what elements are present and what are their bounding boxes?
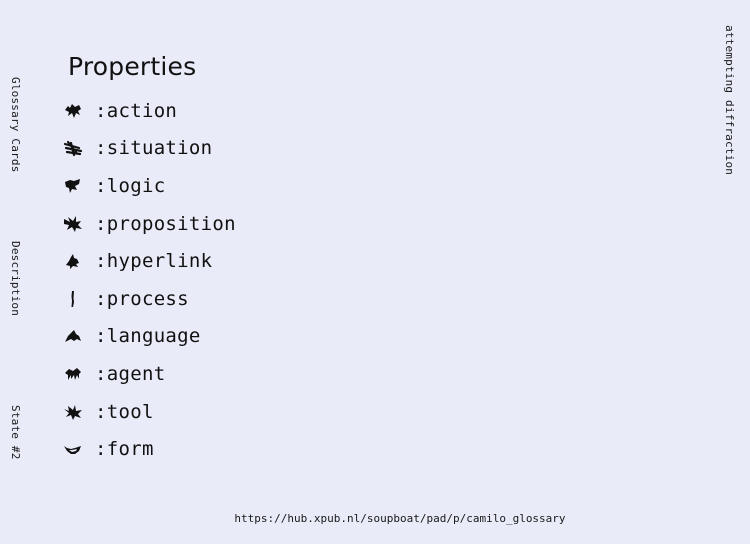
dash-process-icon	[62, 288, 84, 310]
list-item-proposition[interactable]: :proposition	[62, 205, 236, 243]
list-item-logic[interactable]: :logic	[62, 167, 236, 205]
comb-agent-icon	[62, 363, 84, 385]
list-item-form[interactable]: :form	[62, 430, 236, 468]
property-label: :hyperlink	[95, 250, 213, 273]
spiky-proposition-icon	[62, 213, 84, 235]
spiky-tool-icon	[62, 401, 84, 423]
property-label: :process	[95, 287, 189, 310]
side-label-glossary-cards: Glossary Cards	[9, 77, 22, 173]
property-label: :proposition	[95, 212, 236, 235]
side-label-description: Description	[9, 241, 22, 317]
property-label: :tool	[95, 400, 154, 423]
splat-action-icon	[62, 100, 84, 122]
side-label-state: State #2	[9, 405, 22, 460]
eye-form-icon	[62, 438, 84, 460]
list-item-situation[interactable]: :situation	[62, 130, 236, 168]
list-item-action[interactable]: :action	[62, 92, 236, 130]
list-item-language[interactable]: :language	[62, 318, 236, 356]
scribble-situation-icon	[62, 137, 84, 159]
property-label: :logic	[95, 174, 166, 197]
property-label: :form	[95, 438, 154, 461]
property-label: :agent	[95, 362, 166, 385]
blob-logic-icon	[62, 175, 84, 197]
list-item-tool[interactable]: :tool	[62, 393, 236, 431]
list-item-hyperlink[interactable]: :hyperlink	[62, 242, 236, 280]
list-item-process[interactable]: :process	[62, 280, 236, 318]
property-list: :action :situation :logic :proposition :…	[62, 92, 236, 468]
list-item-agent[interactable]: :agent	[62, 355, 236, 393]
property-label: :action	[95, 99, 178, 122]
splat-hyperlink-icon	[62, 250, 84, 272]
mound-language-icon	[62, 325, 84, 347]
property-label: :language	[95, 325, 201, 348]
property-label: :situation	[95, 137, 213, 160]
side-label-attempting-diffraction: attempting diffraction	[723, 25, 736, 176]
footer-url[interactable]: https://hub.xpub.nl/soupboat/pad/p/camil…	[234, 512, 566, 525]
page-title: Properties	[68, 52, 197, 81]
